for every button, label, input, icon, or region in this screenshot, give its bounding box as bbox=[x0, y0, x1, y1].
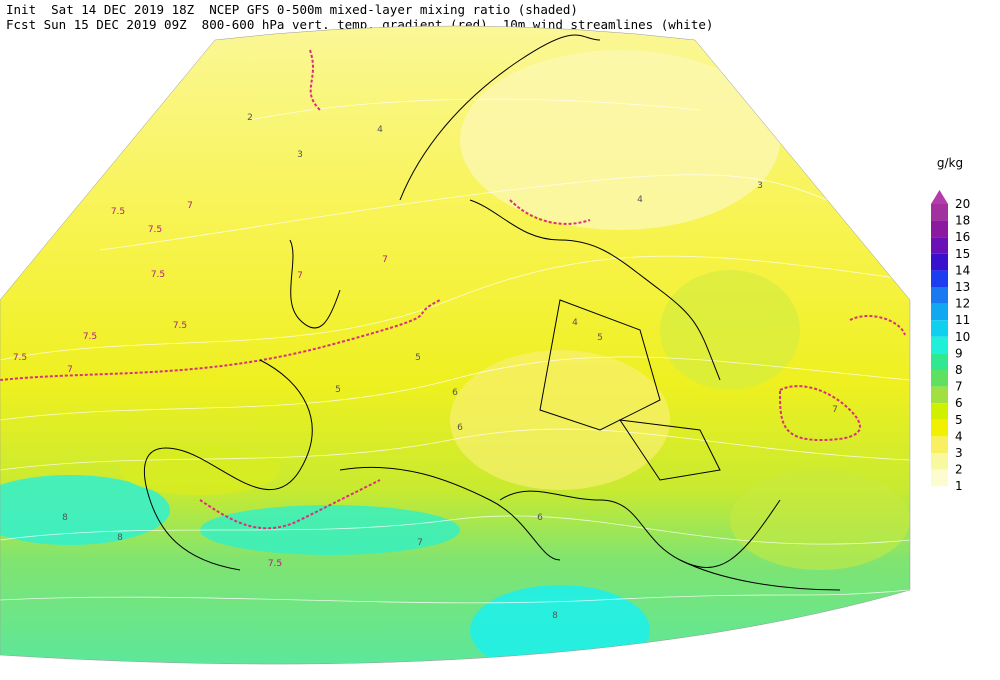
legend-label: 3 bbox=[955, 446, 963, 460]
legend-label: 8 bbox=[955, 363, 963, 377]
legend-swatch bbox=[931, 370, 948, 387]
legend-swatch bbox=[931, 320, 948, 337]
contour-label: 6 bbox=[537, 513, 543, 523]
contour-label: 7.5 bbox=[83, 332, 97, 342]
contour-label: 7.5 bbox=[148, 225, 162, 235]
contour-label: 7.5 bbox=[13, 353, 27, 363]
legend-label: 4 bbox=[955, 429, 963, 443]
legend-label: 6 bbox=[955, 396, 963, 410]
legend-swatch bbox=[931, 204, 948, 221]
contour-label: 4 bbox=[637, 195, 643, 205]
contour-label: 2 bbox=[247, 113, 253, 123]
contour-label: 8 bbox=[117, 533, 123, 543]
legend-label: 9 bbox=[955, 346, 963, 360]
legend-label: 20 bbox=[955, 197, 970, 211]
legend-arrow bbox=[931, 190, 948, 204]
legend-label: 11 bbox=[955, 313, 970, 327]
legend-swatch bbox=[931, 336, 948, 354]
contour-label: 3 bbox=[297, 150, 303, 160]
legend-label: 7 bbox=[955, 380, 963, 394]
legend-label: 18 bbox=[955, 214, 970, 228]
contour-label: 7 bbox=[67, 365, 73, 375]
legend-swatch bbox=[931, 220, 948, 238]
contour-label: 3 bbox=[757, 181, 763, 191]
contour-label: 7.5 bbox=[268, 559, 282, 569]
legend-label: 10 bbox=[955, 330, 970, 344]
contour-label: 8 bbox=[552, 611, 558, 621]
legend-label: 15 bbox=[955, 247, 970, 261]
legend-swatch bbox=[931, 253, 948, 271]
legend-swatch bbox=[931, 419, 948, 437]
contour-label: 7 bbox=[832, 405, 838, 415]
legend-label: 1 bbox=[955, 479, 963, 493]
contour-label: 6 bbox=[457, 423, 463, 433]
contour-label: 7.5 bbox=[173, 321, 187, 331]
contour-label: 7 bbox=[417, 538, 423, 548]
legend-swatch bbox=[931, 237, 948, 254]
contour-label: 8 bbox=[62, 513, 68, 523]
contour-label: 6 bbox=[452, 388, 458, 398]
contour-label: 4 bbox=[572, 318, 578, 328]
legend-label: 13 bbox=[955, 280, 970, 294]
contour-label: 5 bbox=[415, 353, 421, 363]
legend-swatch bbox=[931, 303, 948, 321]
legend-label: 16 bbox=[955, 230, 970, 244]
contour-label: 5 bbox=[597, 333, 603, 343]
legend-unit: g/kg bbox=[937, 156, 963, 170]
legend-swatch bbox=[931, 386, 948, 404]
legend-swatch bbox=[931, 453, 948, 470]
header-line: Init Sat 14 DEC 2019 18Z NCEP GFS 0-500m… bbox=[6, 2, 578, 17]
contour-label: 7.5 bbox=[111, 207, 125, 217]
legend-swatch bbox=[931, 270, 948, 287]
legend-label: 5 bbox=[955, 413, 963, 427]
contour-label: 7 bbox=[297, 271, 303, 281]
contour-label: 5 bbox=[335, 385, 341, 395]
legend-label: 14 bbox=[955, 263, 970, 277]
contour-label: 7 bbox=[382, 255, 388, 265]
contour-label: 4 bbox=[377, 125, 383, 135]
legend-swatch bbox=[931, 287, 948, 304]
legend-swatch bbox=[931, 469, 948, 487]
legend-swatch bbox=[931, 436, 948, 453]
contour-label: 7.5 bbox=[151, 270, 165, 280]
legend-label: 12 bbox=[955, 297, 970, 311]
legend-swatch bbox=[931, 353, 948, 370]
legend-swatch bbox=[931, 403, 948, 420]
legend-label: 2 bbox=[955, 463, 963, 477]
contour-label: 7 bbox=[187, 201, 193, 211]
